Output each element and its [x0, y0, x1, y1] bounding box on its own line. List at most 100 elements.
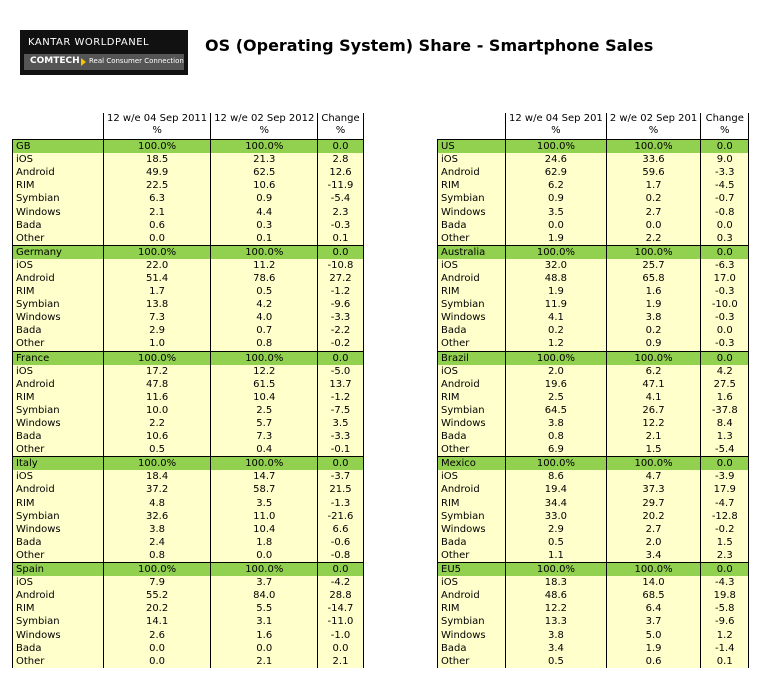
data-row: Other 1.0 0.8 -0.2: [12, 337, 364, 351]
value-cell: -6.3: [700, 258, 750, 272]
data-row: iOS 18.4 14.7 -3.7: [12, 470, 364, 484]
section-total: 0.0: [317, 244, 364, 259]
column-unit: %: [551, 125, 561, 136]
column-header: Change%: [700, 113, 750, 140]
os-label: Other: [437, 654, 506, 668]
value-cell: -4.7: [700, 496, 750, 510]
value-cell: -1.4: [700, 641, 750, 655]
value-cell: 17.2: [102, 364, 212, 378]
os-label: iOS: [437, 470, 506, 484]
section-name: Germany: [12, 244, 104, 259]
section-total: 100.0%: [605, 562, 702, 577]
value-cell: 27.5: [700, 377, 750, 391]
os-label: Windows: [12, 522, 104, 536]
data-row: Android 51.4 78.6 27.2: [12, 271, 364, 286]
os-label: Bada: [437, 218, 506, 232]
column-header: 12 w/e 04 Sep 201%: [505, 113, 607, 140]
value-cell: 0.0: [210, 548, 319, 563]
section-total: 100.0%: [102, 244, 212, 259]
os-label: RIM: [12, 179, 104, 193]
data-row: Other 1.2 0.9 -0.3: [437, 337, 750, 351]
section-total: 0.0: [700, 562, 750, 577]
data-row: Symbian 11.9 1.9 -10.0: [437, 298, 750, 312]
value-cell: -9.6: [700, 615, 750, 629]
data-row: Symbian 64.5 26.7 -37.8: [437, 403, 750, 417]
section-name: US: [437, 139, 506, 154]
section-total: 0.0: [317, 456, 364, 471]
value-cell: 0.5: [505, 535, 607, 549]
value-cell: 18.5: [102, 153, 212, 167]
value-cell: -14.7: [317, 602, 364, 616]
column-label: 12 w/e 04 Sep 2011: [107, 113, 208, 124]
value-cell: 1.5: [605, 443, 702, 457]
value-cell: 13.7: [317, 377, 364, 391]
os-label: Symbian: [437, 298, 506, 312]
value-cell: 7.3: [210, 430, 319, 444]
column-unit: %: [648, 125, 659, 136]
value-cell: 2.7: [605, 205, 702, 219]
logo-tagline: Real Consumer Connection: [89, 57, 184, 65]
data-row: RIM 6.2 1.7 -4.5: [437, 179, 750, 193]
column-label: 12 w/e 04 Sep 201: [509, 113, 603, 124]
section-total: 0.0: [700, 139, 750, 154]
section-total: 100.0%: [505, 139, 607, 154]
value-cell: 20.2: [102, 602, 212, 616]
value-cell: 17.0: [700, 271, 750, 286]
value-cell: 51.4: [102, 271, 212, 286]
value-cell: -0.3: [317, 218, 364, 232]
value-cell: -4.2: [317, 576, 364, 590]
value-cell: 0.9: [605, 337, 702, 351]
value-cell: 5.0: [605, 628, 702, 642]
value-cell: 37.2: [102, 483, 212, 497]
value-cell: 2.5: [210, 403, 319, 417]
data-row: Android 49.9 62.5 12.6: [12, 166, 364, 180]
value-cell: 3.4: [505, 641, 607, 655]
os-label: Bada: [12, 218, 104, 232]
value-cell: -0.1: [317, 443, 364, 457]
value-cell: 0.0: [317, 641, 364, 655]
value-cell: 32.6: [102, 509, 212, 523]
column-unit: %: [335, 125, 346, 136]
value-cell: 5.5: [210, 602, 319, 616]
value-cell: 12.2: [210, 364, 319, 378]
value-cell: 3.8: [102, 522, 212, 536]
value-cell: -3.3: [317, 311, 364, 325]
data-row: Android 19.6 47.1 27.5: [437, 377, 750, 391]
value-cell: 47.1: [605, 377, 702, 391]
os-label: Other: [12, 654, 104, 668]
data-row: Windows 3.5 2.7 -0.8: [437, 205, 750, 219]
logo-brand: KANTAR WORLDPANEL: [28, 37, 150, 48]
value-cell: 6.4: [605, 602, 702, 616]
section-total: 100.0%: [102, 562, 212, 577]
value-cell: -4.3: [700, 576, 750, 590]
value-cell: 0.0: [102, 231, 212, 246]
value-cell: 11.9: [505, 298, 607, 312]
section-row: Spain 100.0% 100.0% 0.0: [12, 562, 364, 577]
data-row: Bada 10.6 7.3 -3.3: [12, 430, 364, 444]
value-cell: 9.0: [700, 153, 750, 167]
value-cell: 65.8: [605, 271, 702, 286]
section-total: 100.0%: [210, 350, 319, 365]
value-cell: 1.2: [505, 337, 607, 351]
value-cell: -11.9: [317, 179, 364, 193]
os-label: Symbian: [437, 403, 506, 417]
value-cell: -0.7: [700, 192, 750, 206]
data-row: RIM 11.6 10.4 -1.2: [12, 390, 364, 404]
os-label: Bada: [437, 535, 506, 549]
value-cell: 13.8: [102, 298, 212, 312]
value-cell: 0.0: [210, 641, 319, 655]
value-cell: 49.9: [102, 166, 212, 180]
os-label: Bada: [12, 535, 104, 549]
os-label: iOS: [437, 258, 506, 272]
data-row: iOS 17.2 12.2 -5.0: [12, 364, 364, 378]
value-cell: -1.3: [317, 496, 364, 510]
section-name: EU5: [437, 562, 506, 577]
value-cell: 10.6: [102, 430, 212, 444]
value-cell: 1.9: [505, 285, 607, 299]
data-row: Bada 0.0 0.0 0.0: [12, 641, 364, 655]
value-cell: 0.9: [210, 192, 319, 206]
data-row: Other 6.9 1.5 -5.4: [437, 443, 750, 457]
value-cell: 8.6: [505, 470, 607, 484]
share-table: 12 w/e 04 Sep 201% 2 w/e 02 Sep 201% Chang…: [437, 113, 750, 668]
value-cell: 0.0: [505, 218, 607, 232]
